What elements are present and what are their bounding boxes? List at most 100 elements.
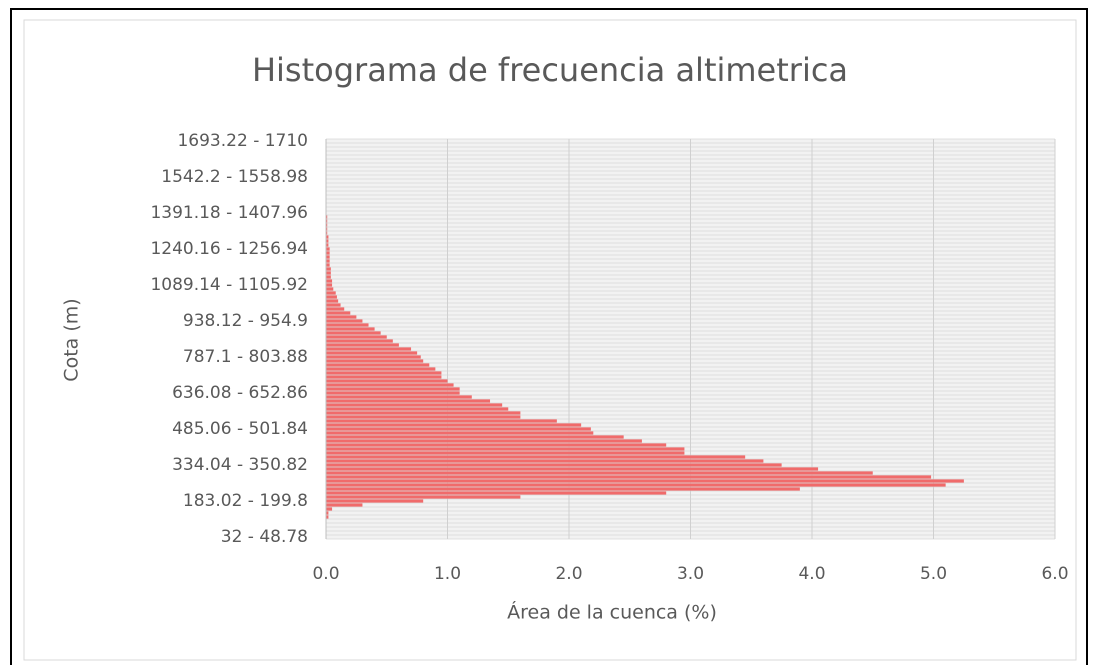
x-tick-label: 2.0	[555, 564, 582, 584]
bar	[326, 419, 557, 423]
x-tick-label: 0.0	[312, 564, 339, 584]
bar	[326, 439, 642, 443]
y-tick-label: 485.06 - 501.84	[172, 419, 308, 439]
bar	[326, 515, 329, 519]
bar	[326, 219, 328, 223]
bar	[326, 407, 509, 411]
bar	[326, 467, 819, 471]
bar	[326, 227, 328, 231]
bar	[326, 335, 387, 339]
bar	[326, 239, 329, 243]
y-tick-label: 183.02 - 199.8	[183, 491, 308, 511]
bar	[326, 503, 363, 507]
y-tick-label: 1693.22 - 1710	[177, 131, 308, 151]
bar	[326, 263, 330, 267]
bar	[326, 351, 418, 355]
bar	[326, 359, 424, 363]
bar	[326, 299, 339, 303]
y-tick-label: 334.04 - 350.82	[172, 455, 308, 475]
bar	[326, 251, 330, 255]
bar	[326, 471, 873, 475]
x-tick-label: 6.0	[1041, 564, 1068, 584]
bar	[326, 267, 331, 271]
bar	[326, 479, 964, 483]
bar	[326, 383, 454, 387]
bar	[326, 215, 328, 219]
bar	[326, 323, 369, 327]
y-tick-label: 938.12 - 954.9	[183, 311, 308, 331]
bar	[326, 255, 330, 259]
bar	[326, 235, 329, 239]
bar	[326, 271, 331, 275]
bar	[326, 347, 412, 351]
bar	[326, 491, 667, 495]
bar	[326, 507, 333, 511]
bar	[326, 511, 329, 515]
y-tick-label: 1391.18 - 1407.96	[150, 203, 308, 223]
bar	[326, 391, 460, 395]
x-tick-label: 1.0	[434, 564, 461, 584]
bar	[326, 395, 472, 399]
bar	[326, 459, 764, 463]
y-tick-label: 1542.2 - 1558.98	[161, 167, 308, 187]
bar	[326, 375, 442, 379]
bar	[326, 311, 351, 315]
bar	[326, 315, 357, 319]
x-tick-label: 4.0	[798, 564, 825, 584]
bar	[326, 387, 460, 391]
bar	[326, 363, 430, 367]
bar	[326, 327, 375, 331]
y-axis-title: Cota (m)	[61, 298, 83, 381]
y-tick-label: 32 - 48.78	[221, 527, 308, 547]
bar	[326, 247, 330, 251]
bar	[326, 307, 345, 311]
bar	[326, 287, 334, 291]
bar	[326, 499, 424, 503]
bar	[326, 371, 442, 375]
y-tick-label: 1240.16 - 1256.94	[150, 239, 308, 259]
bar	[326, 451, 685, 455]
bar	[326, 455, 746, 459]
x-tick-label: 3.0	[677, 564, 704, 584]
bar	[326, 431, 594, 435]
bar	[326, 427, 591, 431]
x-axis-title: Área de la cuenca (%)	[507, 601, 717, 624]
bar	[326, 243, 329, 247]
bar	[326, 463, 782, 467]
bar	[326, 495, 521, 499]
y-tick-label: 1089.14 - 1105.92	[150, 275, 308, 295]
bar	[326, 343, 399, 347]
bar	[326, 411, 521, 415]
bar	[326, 279, 333, 283]
bar	[326, 483, 946, 487]
bar	[326, 275, 331, 279]
bar	[326, 403, 503, 407]
bar	[326, 223, 328, 227]
bar	[326, 487, 800, 491]
bar	[326, 231, 328, 235]
bar	[326, 295, 337, 299]
bar	[326, 447, 685, 451]
bar	[326, 379, 448, 383]
bar	[326, 319, 363, 323]
x-tick-label: 5.0	[920, 564, 947, 584]
bar	[326, 259, 330, 263]
bar	[326, 355, 421, 359]
bar	[326, 435, 624, 439]
bar	[326, 283, 333, 287]
y-tick-label: 787.1 - 803.88	[183, 347, 308, 367]
bar	[326, 415, 521, 419]
chart-title: Histograma de frecuencia altimetrica	[252, 51, 848, 89]
bar	[326, 399, 491, 403]
bar	[326, 475, 932, 479]
bar	[326, 423, 582, 427]
bar	[326, 331, 381, 335]
y-tick-label: 636.08 - 652.86	[172, 383, 308, 403]
bar	[326, 339, 393, 343]
bar	[326, 291, 336, 295]
bar	[326, 367, 436, 371]
bar	[326, 303, 341, 307]
chart-border	[23, 19, 1077, 661]
bar	[326, 443, 667, 447]
